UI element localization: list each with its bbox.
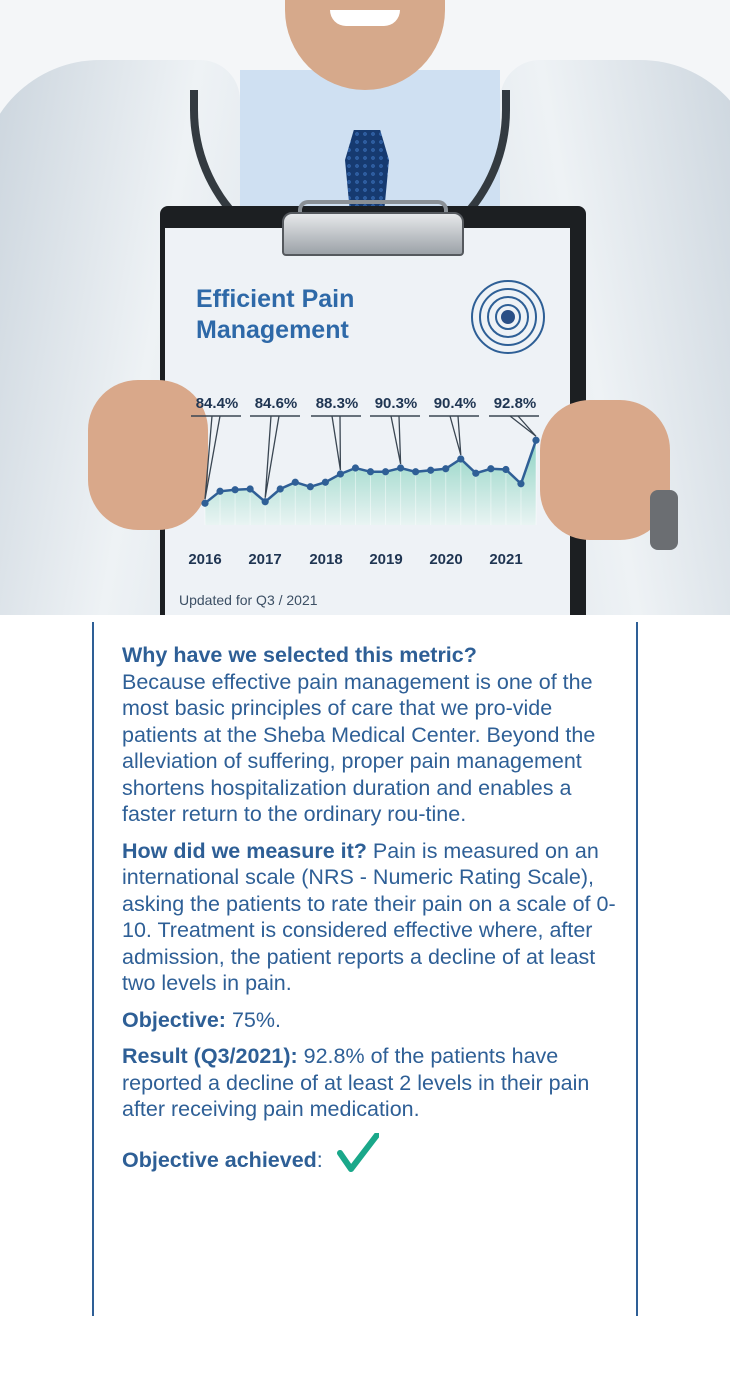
chart-data-point xyxy=(472,469,480,477)
how-body: Pain is measured on an international sca… xyxy=(122,838,616,996)
chart-data-label: 88.3% xyxy=(316,395,359,412)
chart-callout-pointer xyxy=(449,415,462,456)
why-body: Because effective pain management is one… xyxy=(122,669,596,827)
chart-data-point xyxy=(427,466,435,474)
chart-x-tick-label: 2018 xyxy=(309,551,342,568)
chart-x-tick-label: 2021 xyxy=(489,551,522,568)
chart-data-point xyxy=(487,465,495,473)
chart-data-point xyxy=(261,498,269,506)
chart-callout-pointer xyxy=(204,415,221,500)
objective-section: Objective: 75%. xyxy=(122,1007,622,1034)
chart-data-point xyxy=(457,455,465,463)
chart-data-label: 84.4% xyxy=(196,395,239,412)
chart-data-label: 84.6% xyxy=(255,395,298,412)
chart-data-point xyxy=(517,480,525,488)
chart-title: Efficient Pain Management xyxy=(196,285,355,344)
chart-x-tick-label: 2016 xyxy=(188,551,221,568)
chart-data-point xyxy=(276,485,284,493)
chart-x-tick-label: 2019 xyxy=(369,551,402,568)
chart-data-point xyxy=(412,468,420,476)
chart-data-point xyxy=(502,465,510,474)
right-hand xyxy=(540,400,670,540)
chart-callout-pointer xyxy=(509,415,537,437)
chart-x-tick-label: 2020 xyxy=(429,551,462,568)
left-hand xyxy=(88,380,208,530)
achieved-colon: : xyxy=(316,1147,323,1172)
chart-data-point xyxy=(366,468,375,476)
chart-data-point xyxy=(396,464,405,472)
result-body: 92.8% of the patients have reported a de… xyxy=(122,1044,590,1121)
checkmark-icon xyxy=(336,1132,379,1172)
chart-data-point xyxy=(246,485,254,493)
chart-data-point xyxy=(351,464,360,472)
smile xyxy=(330,10,400,26)
target-icon xyxy=(471,280,545,354)
clipboard-clip xyxy=(282,212,464,256)
chart-area-fill xyxy=(205,440,536,525)
chart-data-point xyxy=(321,478,329,486)
chart-data-point xyxy=(291,478,299,486)
how-section: How did we measure it? Pain is measured … xyxy=(122,838,622,997)
pain-management-chart: 84.4% 84.6% 88.3% 90.3% 90.4% 92.8% 2016 2017 2… xyxy=(188,395,540,568)
chart-data-point xyxy=(381,468,390,476)
chart-data-point xyxy=(336,470,345,478)
wristwatch xyxy=(650,490,678,550)
achieved-label: Objective achieved xyxy=(122,1147,317,1172)
clip-ring xyxy=(298,200,448,222)
description-text: Why have we selected this metric? Becaus… xyxy=(122,642,622,1183)
chart-data-point xyxy=(231,486,239,494)
clipboard-paper xyxy=(165,228,570,615)
objective-label: Objective: xyxy=(122,1007,226,1032)
chart-data-point xyxy=(216,487,224,495)
chart-data-point xyxy=(201,499,209,507)
chart-data-point xyxy=(532,436,540,444)
doctor-photo: Efficient Pain Management 84.4% 84.6% 88.3… xyxy=(0,0,730,615)
chart-data-point xyxy=(306,483,314,491)
chart-data-label: 92.8% xyxy=(494,395,537,412)
how-heading: How did we measure it? xyxy=(122,838,367,863)
why-heading: Why have we selected this metric? xyxy=(122,643,477,667)
result-section: Result (Q3/2021): 92.8% of the patients … xyxy=(122,1043,622,1123)
chart-data-label: 90.4% xyxy=(434,395,477,412)
chart-callout-pointer xyxy=(390,415,402,465)
chart-footnote: Updated for Q3 / 2021 xyxy=(179,592,318,608)
chart-x-tick-label: 2017 xyxy=(248,551,281,568)
why-section: Why have we selected this metric? Becaus… xyxy=(122,642,622,828)
chart-data-label: 90.3% xyxy=(375,395,418,412)
achieved-section: Objective achieved: xyxy=(122,1132,622,1174)
metric-description-panel: Why have we selected this metric? Becaus… xyxy=(92,622,638,1316)
chart-callout-pointer xyxy=(331,415,342,471)
result-label: Result (Q3/2021): xyxy=(122,1044,298,1068)
chart-data-point xyxy=(442,465,450,473)
chart-callout-pointer xyxy=(264,415,280,498)
objective-value: 75%. xyxy=(231,1007,281,1032)
